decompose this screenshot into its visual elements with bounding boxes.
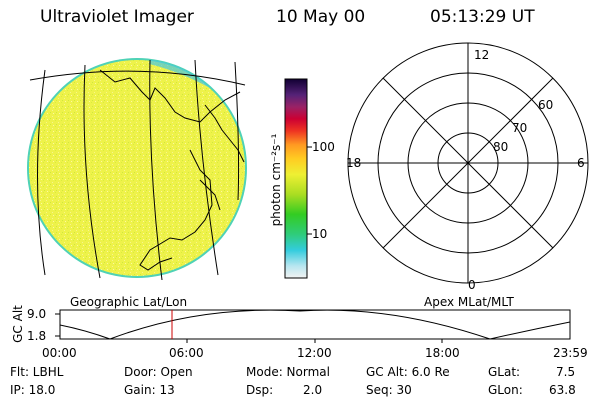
dsp-value: 2.0 (303, 383, 323, 397)
glon-value: 63.8 (549, 383, 576, 397)
time-tick-1800: 18:00 (425, 346, 460, 360)
time-label: 05:13:29 UT (430, 7, 535, 27)
mlt-label-12: 12 (474, 48, 490, 62)
mlt-label-6: 6 (577, 156, 585, 170)
glat-label: GLat: (488, 365, 521, 379)
ip-status: IP: 18.0 (10, 383, 56, 397)
glat-value: 7.5 (556, 365, 576, 379)
apex-label: Apex MLat/MLT (424, 295, 514, 309)
geographic-label: Geographic Lat/Lon (70, 295, 188, 309)
mode-status: Mode: Normal (246, 365, 330, 379)
colorbar-label-100: 100 (312, 140, 335, 154)
time-tick-0600: 06:00 (169, 346, 204, 360)
app-title: Ultraviolet Imager (40, 7, 194, 27)
gc-alt-status: GC Alt: 6.0 Re (366, 365, 450, 379)
lat-label-80: 80 (493, 140, 509, 154)
color-scale-bar (284, 78, 308, 279)
polar-mlt-plot (347, 42, 589, 284)
altitude-track-plot (55, 309, 571, 343)
date-label: 10 May 00 (276, 7, 366, 27)
alt-tick-9: 9.0 (27, 307, 47, 321)
door-status: Door: Open (124, 365, 193, 379)
filter-status: Flt: LBHL (10, 365, 64, 379)
mlt-label-18: 18 (346, 156, 362, 170)
alt-tick-1-8: 1.8 (27, 329, 47, 343)
earth-disk (27, 58, 247, 281)
mlt-label-0: 0 (468, 278, 476, 292)
dsp-label: Dsp: (246, 383, 274, 397)
seq-status: Seq: 30 (366, 383, 412, 397)
glon-label: GLon: (488, 383, 523, 397)
time-tick-2359: 23:59 (553, 346, 588, 360)
colorbar-label-10: 10 (312, 227, 328, 241)
time-tick-0000: 00:00 (42, 346, 77, 360)
gc-alt-axis-label: GC Alt (11, 305, 25, 343)
time-tick-1200: 12:00 (297, 346, 332, 360)
lat-label-70: 70 (512, 121, 528, 135)
gain-status: Gain: 13 (124, 383, 175, 397)
colorbar-unit-label: photon cm⁻²s⁻¹ (269, 133, 283, 227)
lat-label-60: 60 (538, 98, 554, 112)
